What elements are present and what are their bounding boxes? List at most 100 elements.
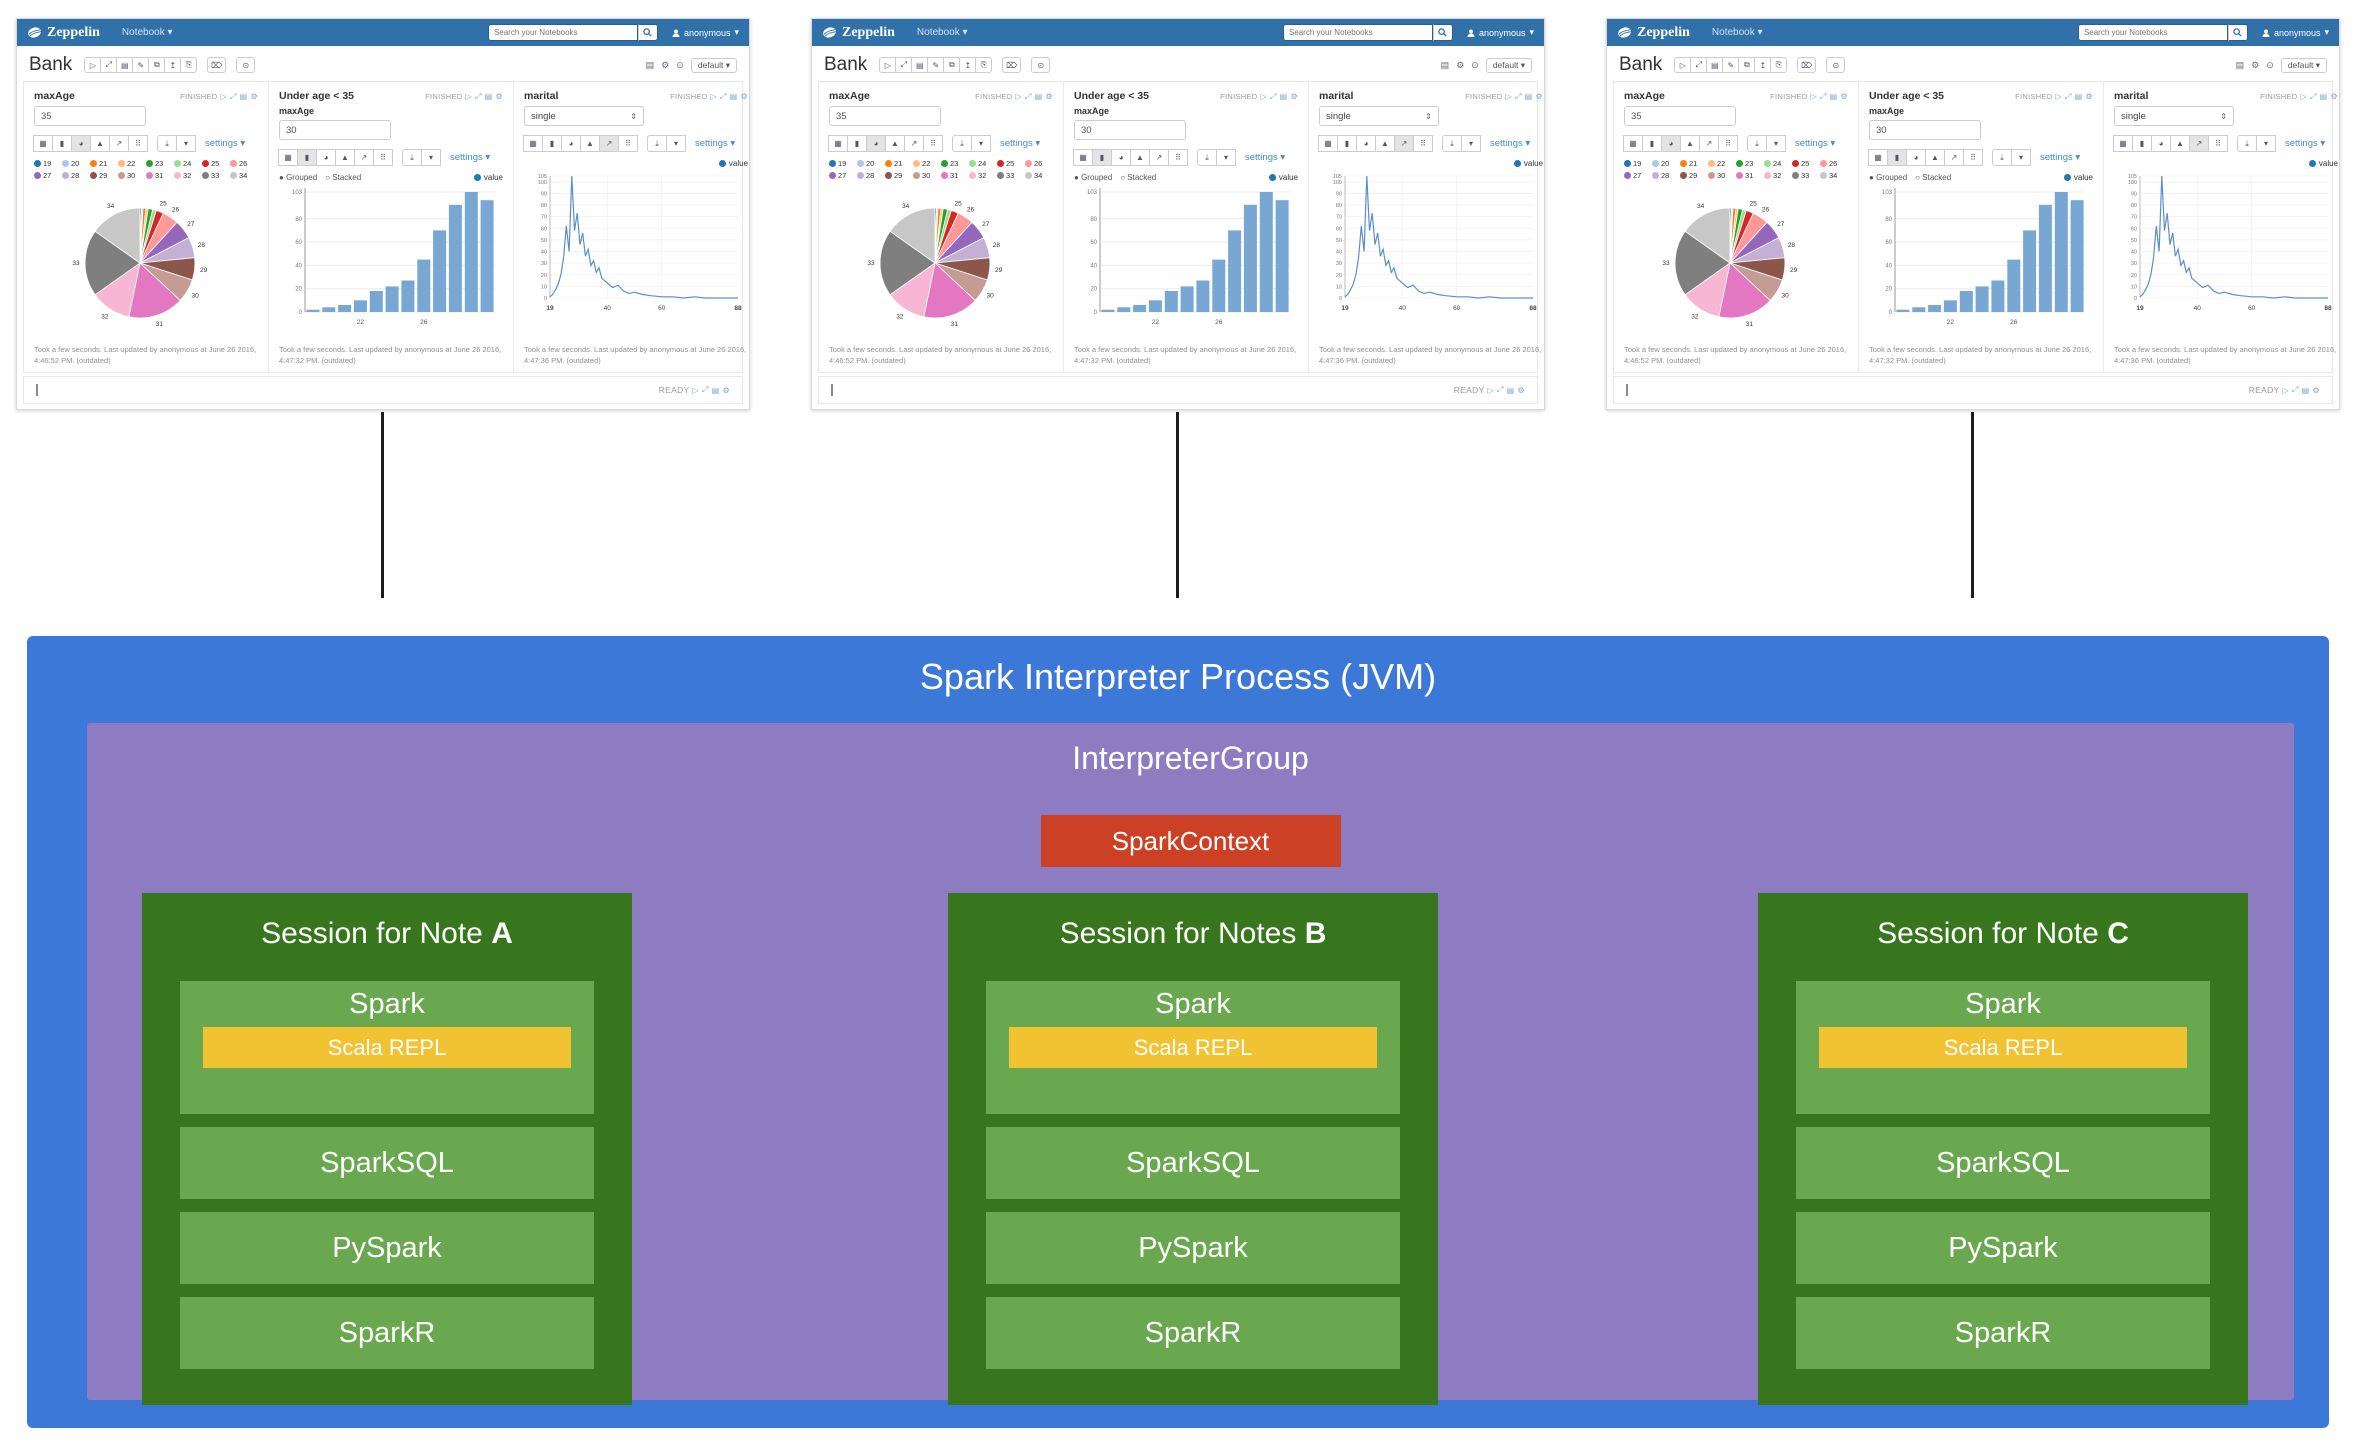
bar-age-27[interactable] xyxy=(1228,230,1242,312)
paragraph-settings-icon[interactable]: ⚙ xyxy=(1045,92,1053,101)
fullscreen-icon[interactable]: ⤢ xyxy=(474,91,482,101)
download-caret-button[interactable]: ▾ xyxy=(2011,149,2031,166)
run-paragraph-icon[interactable]: ▷ xyxy=(692,385,699,395)
legend-item[interactable]: 34 xyxy=(1820,171,1848,180)
bar-age-25[interactable] xyxy=(401,280,415,313)
notebook-menu[interactable]: Notebook ▾ xyxy=(916,27,968,38)
clear-output-button[interactable]: ✎ xyxy=(132,57,150,73)
chart-type-bar-button[interactable]: ▮ xyxy=(297,149,317,166)
remove-note-button[interactable]: ⌦ xyxy=(207,57,227,73)
legend-item[interactable]: 34 xyxy=(1025,171,1053,180)
grouped-radio[interactable]: ● Grouped xyxy=(1074,173,1113,182)
legend-item[interactable]: 21 xyxy=(1680,159,1708,168)
chart-type-line-button[interactable]: ↗ xyxy=(1944,149,1964,166)
bar-age-20[interactable] xyxy=(1912,307,1926,312)
chart-type-table-button[interactable]: ▦ xyxy=(523,135,543,152)
note-config-icon[interactable]: ⚙ xyxy=(2251,59,2260,70)
fullscreen-icon[interactable]: ⤢ xyxy=(1024,91,1032,101)
show-editor-icon[interactable]: ▤ xyxy=(1506,385,1515,395)
fullscreen-icon[interactable]: ⤢ xyxy=(2309,91,2317,101)
download-caret-button[interactable]: ▾ xyxy=(971,135,991,152)
run-paragraph-icon[interactable]: ▷ xyxy=(1015,92,1022,101)
chart-type-table-button[interactable]: ▦ xyxy=(1318,135,1338,152)
download-caret-button[interactable]: ▾ xyxy=(176,135,196,152)
legend-item[interactable]: 21 xyxy=(885,159,913,168)
bar-age-29[interactable] xyxy=(464,192,478,312)
fullscreen-icon[interactable]: ⤢ xyxy=(1269,91,1277,101)
legend-item[interactable]: 20 xyxy=(1652,159,1680,168)
chart-type-line-button[interactable]: ↗ xyxy=(599,135,619,152)
fullscreen-icon[interactable]: ⤢ xyxy=(1819,91,1827,101)
show-editor-icon[interactable]: ▤ xyxy=(729,92,738,101)
series-legend[interactable]: value xyxy=(1513,159,1543,168)
chart-type-area-button[interactable]: ▲ xyxy=(1375,135,1395,152)
series-legend[interactable]: value xyxy=(718,159,748,168)
legend-item[interactable]: 29 xyxy=(1680,171,1708,180)
legend-item[interactable]: 24 xyxy=(969,159,997,168)
maxage-input[interactable] xyxy=(1074,120,1186,140)
legend-item[interactable]: 23 xyxy=(1736,159,1764,168)
legend-item[interactable]: 22 xyxy=(118,159,146,168)
bar-age-22[interactable] xyxy=(1943,300,1957,312)
run-paragraph-icon[interactable]: ▷ xyxy=(1487,385,1494,395)
chart-type-bar-button[interactable]: ▮ xyxy=(1887,149,1907,166)
settings-link[interactable]: settings ▾ xyxy=(1245,152,1286,163)
legend-item[interactable]: 33 xyxy=(1792,171,1820,180)
bar-age-29[interactable] xyxy=(2054,192,2068,312)
legend-item[interactable]: 24 xyxy=(1764,159,1792,168)
settings-link[interactable]: settings ▾ xyxy=(205,138,246,149)
chart-type-bar-button[interactable]: ▮ xyxy=(847,135,867,152)
pie-slice-31[interactable] xyxy=(128,262,181,319)
show-editor-icon[interactable]: ▤ xyxy=(711,385,720,395)
empty-paragraph-bar[interactable]: READY ▷ ⤢ ▤ ⚙ xyxy=(1613,376,2333,404)
chart-type-pie-button[interactable]: ◕ xyxy=(1356,135,1376,152)
maxage-input[interactable] xyxy=(34,106,146,126)
chart-type-table-button[interactable]: ▦ xyxy=(1073,149,1093,166)
bar-age-22[interactable] xyxy=(1148,300,1162,312)
legend-item[interactable]: 20 xyxy=(62,159,90,168)
show-editor-icon[interactable]: ▤ xyxy=(2301,385,2310,395)
paragraph-settings-icon[interactable]: ⚙ xyxy=(2312,385,2320,395)
chart-type-pie-button[interactable]: ◕ xyxy=(1111,149,1131,166)
bar-age-27[interactable] xyxy=(433,230,447,312)
grouped-radio[interactable]: ● Grouped xyxy=(279,173,318,182)
note-config-icon[interactable]: ⚙ xyxy=(661,59,670,70)
legend-item[interactable]: 27 xyxy=(34,171,62,180)
notebook-menu[interactable]: Notebook ▾ xyxy=(1711,27,1763,38)
chart-type-area-button[interactable]: ▲ xyxy=(335,149,355,166)
grouped-radio[interactable]: ● Grouped xyxy=(1869,173,1908,182)
paragraph-settings-icon[interactable]: ⚙ xyxy=(250,92,258,101)
stacked-radio[interactable]: ○ Stacked xyxy=(1915,173,1952,182)
download-caret-button[interactable]: ▾ xyxy=(1461,135,1481,152)
scheduler-button[interactable]: ⊙ xyxy=(1826,57,1846,73)
bar-age-24[interactable] xyxy=(385,286,399,312)
chart-type-table-button[interactable]: ▦ xyxy=(278,149,298,166)
series-legend[interactable]: value xyxy=(1268,173,1298,182)
keyboard-shortcuts-icon[interactable]: ▤ xyxy=(645,59,655,70)
chart-type-area-button[interactable]: ▲ xyxy=(1925,149,1945,166)
note-config-icon[interactable]: ⚙ xyxy=(1456,59,1465,70)
user-menu[interactable]: anonymous ▾ xyxy=(1467,27,1534,38)
keyboard-shortcuts-icon[interactable]: ▤ xyxy=(2235,59,2245,70)
run-paragraph-icon[interactable]: ▷ xyxy=(1505,92,1512,101)
chart-type-table-button[interactable]: ▦ xyxy=(828,135,848,152)
chart-type-bar-button[interactable]: ▮ xyxy=(52,135,72,152)
stacked-radio[interactable]: ○ Stacked xyxy=(1120,173,1157,182)
bar-age-28[interactable] xyxy=(2038,204,2052,312)
show-hide-code-button[interactable]: ▤ xyxy=(911,57,929,73)
legend-item[interactable]: 29 xyxy=(90,171,118,180)
permissions-icon[interactable]: ⊙ xyxy=(2266,59,2274,70)
series-legend[interactable]: value xyxy=(473,173,503,182)
bar-age-23[interactable] xyxy=(369,291,383,312)
series-legend[interactable]: value xyxy=(2063,173,2093,182)
bar-age-28[interactable] xyxy=(448,204,462,312)
download-button[interactable]: ⤓ xyxy=(2237,135,2257,152)
chart-type-scatter-button[interactable]: ⠿ xyxy=(1168,149,1188,166)
chart-type-pie-button[interactable]: ◕ xyxy=(71,135,91,152)
run-all-button[interactable]: ▷ xyxy=(879,57,897,73)
chart-type-pie-button[interactable]: ◕ xyxy=(561,135,581,152)
download-caret-button[interactable]: ▾ xyxy=(666,135,686,152)
paragraph-settings-icon[interactable]: ⚙ xyxy=(2085,92,2093,101)
chart-type-table-button[interactable]: ▦ xyxy=(1623,135,1643,152)
chart-type-line-button[interactable]: ↗ xyxy=(1699,135,1719,152)
